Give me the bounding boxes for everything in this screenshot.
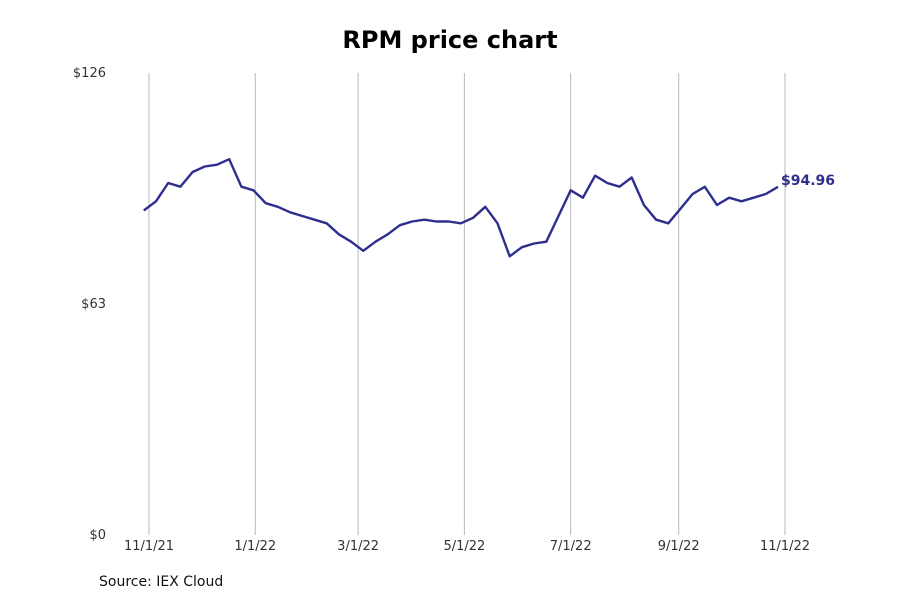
x-tick-label: 3/1/22	[337, 539, 379, 554]
x-tick-label: 7/1/22	[550, 539, 592, 554]
x-tick-label: 11/1/22	[760, 539, 810, 554]
price-series-line	[143, 158, 779, 258]
chart-title: RPM price chart	[342, 26, 558, 54]
y-tick-label: $63	[81, 297, 106, 312]
source-note: Source: IEX Cloud	[99, 574, 224, 590]
x-axis-labels: 11/1/21 1/1/22 3/1/22 5/1/22 7/1/22 9/1/22 11/…	[124, 539, 810, 554]
x-tick-label: 1/1/22	[234, 539, 276, 554]
vertical-gridlines	[148, 73, 786, 535]
x-tick-label: 11/1/21	[124, 539, 174, 554]
x-tick-label: 5/1/22	[443, 539, 485, 554]
y-tick-label: $0	[89, 528, 106, 543]
y-tick-label: $126	[73, 66, 106, 81]
last-price-label: $94.96	[781, 173, 835, 189]
y-axis-labels: $0 $63 $126	[73, 66, 106, 543]
x-tick-label: 9/1/22	[658, 539, 700, 554]
